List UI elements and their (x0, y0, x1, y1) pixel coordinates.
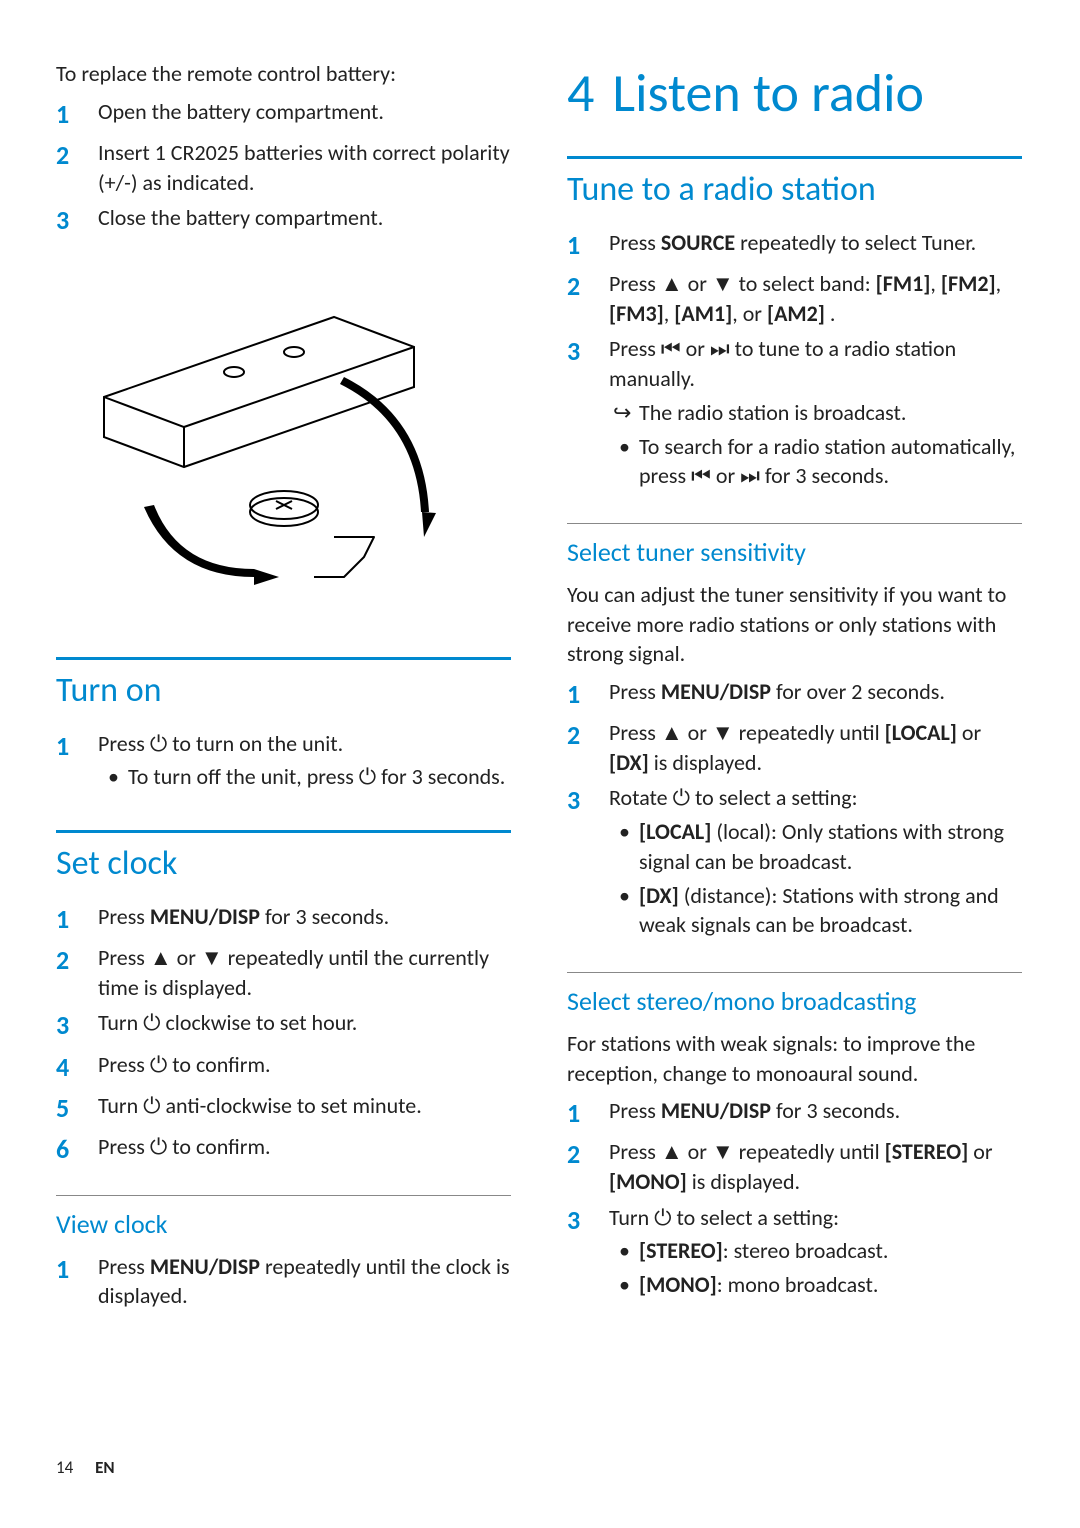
list-item: 1Press SOURCE repeatedly to select Tuner… (567, 228, 1022, 263)
list-item: 3 Turn ⏻ to select a setting: [STEREO]: … (567, 1203, 1022, 1304)
step-text: Press MENU/DISP for 3 seconds. (609, 1096, 1022, 1126)
step-text: Press MENU/DISP for over 2 seconds. (609, 677, 1022, 707)
sensitivity-heading: Select tuner sensitivity (567, 523, 1022, 568)
step-text: Press ⏻ to confirm. (98, 1132, 511, 1162)
list-item: 3 Rotate ⏻ to select a setting: [LOCAL] … (567, 783, 1022, 943)
sensitivity-steps: 1Press MENU/DISP for over 2 seconds. 2Pr… (567, 677, 1022, 944)
step-text: Turn ⏻ to select a setting: (609, 1204, 839, 1231)
list-item: 6Press ⏻ to confirm. (56, 1132, 511, 1167)
list-item: 3Close the battery compartment. (56, 203, 511, 238)
page-footer: 14 EN (56, 1457, 115, 1478)
step-text: Press ▲ or ▼ repeatedly until [STEREO] o… (609, 1137, 1022, 1196)
stereo-steps: 1Press MENU/DISP for 3 seconds. 2Press ▲… (567, 1096, 1022, 1304)
sub-item: [LOCAL] (local): Only stations with stro… (609, 817, 1022, 876)
tune-heading: Tune to a radio station (567, 156, 1022, 210)
list-item: 2Insert 1 CR2025 batteries with correct … (56, 138, 511, 197)
list-item: 2Press ▲ or ▼ to select band: [FM1], [FM… (567, 269, 1022, 328)
step-text: Press ⏻ to turn on the unit. (98, 730, 343, 757)
sub-item: [MONO]: mono broadcast. (609, 1270, 1022, 1300)
stereo-intro: For stations with weak signals: to impro… (567, 1029, 1022, 1088)
turn-on-steps: 1 Press ⏻ to turn on the unit. To turn o… (56, 729, 511, 796)
sub-item: [DX] (distance): Stations with strong an… (609, 881, 1022, 940)
sensitivity-intro: You can adjust the tuner sensitivity if … (567, 580, 1022, 669)
step-text: Turn ⏻ anti-clockwise to set minute. (98, 1091, 511, 1121)
list-item: 1Press MENU/DISP repeatedly until the cl… (56, 1252, 511, 1311)
list-item: 1Open the battery compartment. (56, 97, 511, 132)
set-clock-steps: 1Press MENU/DISP for 3 seconds. 2Press ▲… (56, 902, 511, 1167)
view-clock-steps: 1Press MENU/DISP repeatedly until the cl… (56, 1252, 511, 1311)
step-text: Press MENU/DISP repeatedly until the clo… (98, 1252, 511, 1311)
battery-diagram (56, 257, 511, 617)
battery-steps: 1Open the battery compartment. 2Insert 1… (56, 97, 511, 239)
list-item: 3 Press ⏮ or ⏭ to tune to a radio statio… (567, 334, 1022, 494)
page-number: 14 (56, 1457, 73, 1478)
list-item: 2Press ▲ or ▼ repeatedly until [STEREO] … (567, 1137, 1022, 1196)
step-text: Press SOURCE repeatedly to select Tuner. (609, 228, 1022, 258)
step-text: Press ⏮ or ⏭ to tune to a radio station … (609, 335, 956, 392)
sub-item: To turn off the unit, press ⏻ for 3 seco… (98, 762, 511, 792)
list-item: 3Turn ⏻ clockwise to set hour. (56, 1008, 511, 1043)
chapter-title: Listen to radio (612, 60, 924, 126)
tune-steps: 1Press SOURCE repeatedly to select Tuner… (567, 228, 1022, 495)
set-clock-heading: Set clock (56, 830, 511, 884)
step-text: Turn ⏻ clockwise to set hour. (98, 1008, 511, 1038)
language-code: EN (95, 1457, 115, 1478)
step-text: Press ▲ or ▼ repeatedly until the curren… (98, 943, 511, 1002)
step-text: Press ▲ or ▼ repeatedly until [LOCAL] or… (609, 718, 1022, 777)
chapter-heading: 4 Listen to radio (567, 60, 1022, 126)
list-item: 1 Press ⏻ to turn on the unit. To turn o… (56, 729, 511, 796)
sub-item: To search for a radio station automatica… (609, 432, 1022, 491)
result-text: The radio station is broadcast. (609, 398, 1022, 428)
step-text: Press MENU/DISP for 3 seconds. (98, 902, 511, 932)
view-clock-heading: View clock (56, 1195, 511, 1240)
list-item: 2Press ▲ or ▼ repeatedly until the curre… (56, 943, 511, 1002)
list-item: 4Press ⏻ to confirm. (56, 1050, 511, 1085)
list-item: 5Turn ⏻ anti-clockwise to set minute. (56, 1091, 511, 1126)
sub-item: [STEREO]: stereo broadcast. (609, 1236, 1022, 1266)
step-text: Rotate ⏻ to select a setting: (609, 784, 857, 811)
turn-on-heading: Turn on (56, 657, 511, 711)
page-content: To replace the remote control battery: 1… (0, 0, 1080, 1317)
remote-battery-svg (84, 277, 484, 597)
list-item: 1Press MENU/DISP for over 2 seconds. (567, 677, 1022, 712)
list-item: 1Press MENU/DISP for 3 seconds. (567, 1096, 1022, 1131)
step-text: Press ▲ or ▼ to select band: [FM1], [FM2… (609, 269, 1022, 328)
list-item: 1Press MENU/DISP for 3 seconds. (56, 902, 511, 937)
stereo-heading: Select stereo/mono broadcasting (567, 972, 1022, 1017)
right-column: 4 Listen to radio Tune to a radio station… (567, 60, 1022, 1317)
step-text: Press ⏻ to confirm. (98, 1050, 511, 1080)
list-item: 2Press ▲ or ▼ repeatedly until [LOCAL] o… (567, 718, 1022, 777)
battery-intro: To replace the remote control battery: (56, 60, 511, 87)
left-column: To replace the remote control battery: 1… (56, 60, 511, 1317)
chapter-number: 4 (567, 60, 594, 126)
